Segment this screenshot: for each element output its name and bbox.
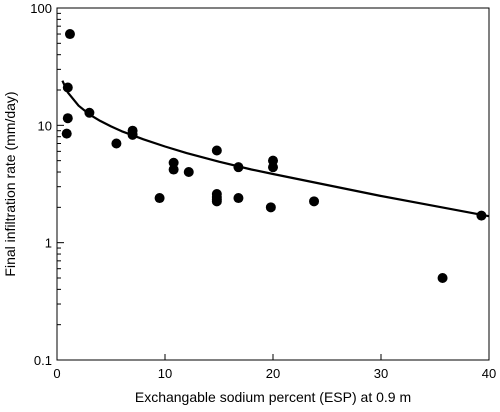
y-tick-label: 100 — [30, 1, 52, 16]
data-point — [265, 202, 276, 213]
data-point — [211, 145, 222, 156]
data-point — [233, 193, 244, 204]
data-point — [127, 129, 138, 140]
y-tick-label: 10 — [38, 118, 52, 133]
x-tick-label: 10 — [158, 366, 172, 381]
data-point — [437, 272, 448, 283]
x-tick-label: 30 — [374, 366, 388, 381]
data-point — [211, 196, 222, 207]
fit-curve-layer — [61, 80, 490, 218]
data-point — [62, 113, 73, 124]
data-point — [309, 196, 320, 207]
x-tick-label: 0 — [53, 366, 60, 381]
x-tick-label: 40 — [482, 366, 496, 381]
x-axis: 0 10 20 30 40 — [53, 354, 496, 381]
y-axis: 0.1 1 10 100 — [30, 1, 64, 368]
data-point — [62, 82, 73, 93]
data-point — [111, 138, 122, 149]
data-point — [268, 162, 278, 173]
y-axis-label: Final infiltration rate (mm/day) — [2, 91, 18, 276]
data-point — [168, 164, 179, 175]
y-tick-label: 0.1 — [34, 353, 52, 368]
x-tick-label: 20 — [266, 366, 280, 381]
x-axis-label: Exchangable sodium percent (ESP) at 0.9 … — [135, 389, 411, 405]
data-point — [233, 162, 244, 173]
data-point — [84, 107, 95, 118]
data-point — [183, 167, 194, 178]
fit-curve — [61, 80, 490, 218]
data-point — [64, 29, 75, 40]
plot-frame — [56, 7, 490, 361]
data-points-layer — [61, 29, 487, 283]
y-tick-label: 1 — [45, 236, 52, 251]
data-point — [476, 210, 487, 221]
data-point — [61, 128, 72, 139]
data-point — [154, 193, 165, 204]
